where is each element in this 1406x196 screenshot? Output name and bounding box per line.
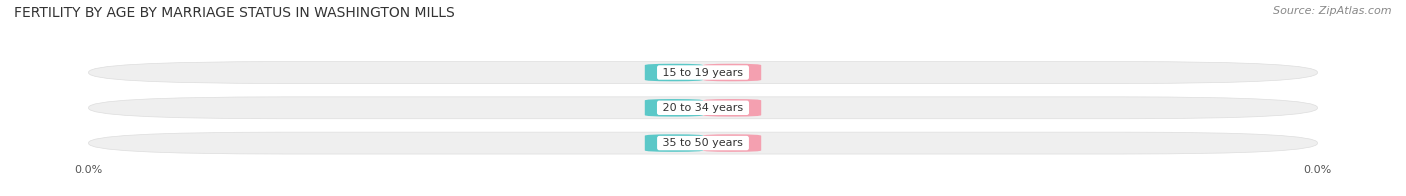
Text: 20 to 34 years: 20 to 34 years xyxy=(659,103,747,113)
Text: FERTILITY BY AGE BY MARRIAGE STATUS IN WASHINGTON MILLS: FERTILITY BY AGE BY MARRIAGE STATUS IN W… xyxy=(14,6,454,20)
Text: 0.0%: 0.0% xyxy=(718,138,745,148)
FancyBboxPatch shape xyxy=(703,99,761,117)
FancyBboxPatch shape xyxy=(645,64,703,81)
FancyBboxPatch shape xyxy=(89,97,1317,119)
FancyBboxPatch shape xyxy=(89,132,1317,154)
Text: 0.0%: 0.0% xyxy=(718,103,745,113)
FancyBboxPatch shape xyxy=(645,99,703,117)
Text: 0.0%: 0.0% xyxy=(661,138,688,148)
Text: 0.0%: 0.0% xyxy=(718,67,745,78)
Text: 0.0%: 0.0% xyxy=(661,67,688,78)
FancyBboxPatch shape xyxy=(703,64,761,81)
Text: 15 to 19 years: 15 to 19 years xyxy=(659,67,747,78)
FancyBboxPatch shape xyxy=(703,134,761,152)
FancyBboxPatch shape xyxy=(645,134,703,152)
Text: Source: ZipAtlas.com: Source: ZipAtlas.com xyxy=(1274,6,1392,16)
Text: 0.0%: 0.0% xyxy=(661,103,688,113)
Text: 35 to 50 years: 35 to 50 years xyxy=(659,138,747,148)
FancyBboxPatch shape xyxy=(89,62,1317,83)
